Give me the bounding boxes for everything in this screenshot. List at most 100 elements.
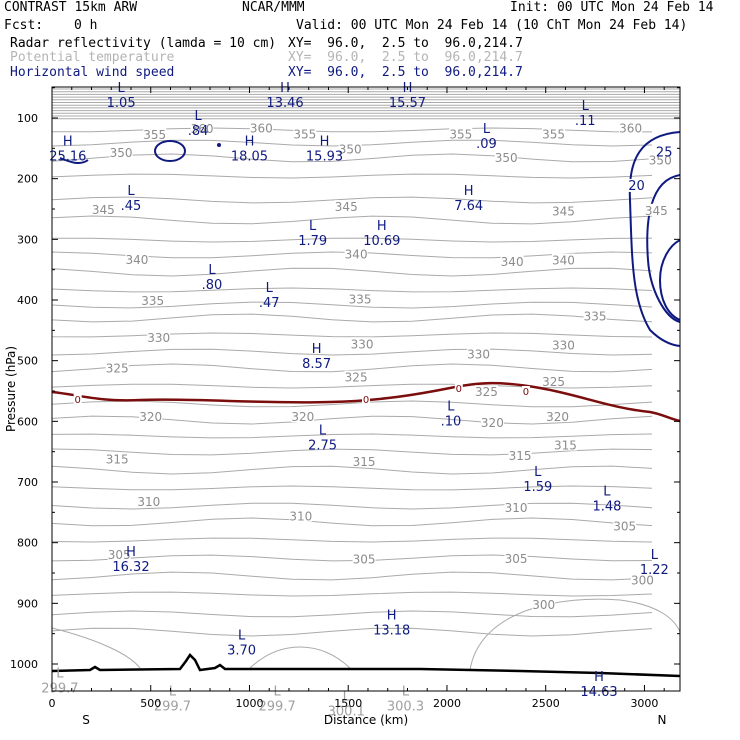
y-tick-label: 300	[17, 233, 38, 246]
theta-contour-dense	[52, 106, 680, 109]
theta-contour	[52, 448, 653, 456]
theta-label-bg	[542, 374, 566, 387]
field-2-name: Potential temperature	[10, 50, 175, 65]
theta-contour-dense	[52, 93, 680, 96]
zero-label: 0	[456, 384, 462, 395]
extremum-value: 3.70	[227, 644, 256, 659]
extremum-marker: H	[464, 184, 474, 199]
theta-label-bg	[467, 347, 491, 360]
wind-label-bg	[628, 178, 645, 192]
extremum-value: 300.3	[387, 700, 424, 715]
theta-label: 345	[552, 204, 575, 218]
y-tick-label: 900	[17, 597, 38, 610]
extremum-value: .10	[441, 414, 462, 429]
theta-contour	[52, 571, 653, 581]
theta-label: 315	[106, 453, 129, 467]
theta-label-bg	[105, 452, 129, 465]
x-tick-label: 500	[140, 697, 161, 710]
extremum-marker: H	[320, 134, 330, 149]
theta-label-bg	[291, 410, 315, 423]
extremum-marker: L	[534, 465, 542, 480]
theta-label: 345	[92, 203, 115, 217]
extremum-marker: L	[319, 424, 327, 439]
theta-label: 305	[108, 548, 131, 562]
theta-label: 320	[481, 416, 504, 430]
zero-label-bg	[521, 386, 530, 396]
theta-contour	[52, 433, 653, 439]
theta-label: 330	[467, 348, 490, 362]
theta-label: 335	[349, 292, 372, 306]
extremum-marker: L	[266, 281, 274, 296]
extremum-marker: L	[208, 263, 216, 278]
theta-label-bg	[494, 151, 518, 164]
y-tick-label: 800	[17, 537, 38, 550]
extremum-value: 299.7	[259, 700, 296, 715]
theta-label: 355	[293, 127, 316, 141]
x-tick-label: 3000	[630, 697, 658, 710]
model-title: CONTRAST 15km ARW	[4, 0, 138, 15]
wind-contour-inner	[646, 174, 680, 323]
theta-label-bg	[293, 127, 317, 140]
theta-label-bg	[504, 552, 528, 565]
extremum-value: 2.75	[308, 439, 337, 454]
theta-label-bg	[553, 438, 577, 451]
theta-label-bg	[109, 146, 133, 159]
theta-label-bg	[583, 309, 607, 322]
y-tick-label: 1000	[10, 658, 38, 671]
theta-label-bg	[348, 292, 372, 305]
theta-label: 350	[110, 146, 133, 160]
theta-contour	[52, 196, 653, 204]
theta-contour	[52, 173, 653, 179]
theta-label: 345	[645, 204, 668, 218]
extremum-marker: L	[343, 689, 351, 704]
wind-contour-cell	[154, 140, 186, 162]
theta-label-bg	[542, 127, 566, 140]
theta-label: 340	[345, 248, 368, 262]
theta-label: 350	[495, 151, 518, 165]
theta-label-bg	[630, 573, 654, 586]
theta-label: 345	[335, 200, 358, 214]
forecast-value: 0 h	[74, 18, 98, 33]
extremum-marker: L	[56, 666, 64, 681]
extremum-value: 7.64	[454, 199, 483, 214]
theta-contour-low	[52, 627, 141, 669]
theta-label-bg	[551, 204, 575, 217]
theta-contour	[52, 465, 653, 475]
x-tick-label: 0	[49, 697, 56, 710]
theta-label-bg	[551, 338, 575, 351]
theta-label-bg	[449, 127, 473, 140]
theta-label-bg	[500, 254, 524, 267]
theta-label: 355	[449, 127, 472, 141]
theta-label: 350	[649, 153, 672, 167]
extremum-marker: H	[245, 134, 255, 149]
extremum-marker: L	[127, 184, 135, 199]
plot-field-layer	[52, 88, 680, 678]
extremum-value: 299.7	[41, 681, 78, 696]
theta-label: 340	[501, 255, 524, 269]
zero-isotherm	[52, 381, 680, 423]
extremum-marker: L	[483, 122, 491, 137]
theta-contour-dense	[52, 115, 680, 117]
theta-contour-dense	[52, 96, 680, 99]
theta-contour-dense	[52, 98, 680, 101]
zero-label-bg	[73, 393, 82, 404]
theta-label-bg	[350, 337, 374, 350]
theta-label: 305	[505, 552, 528, 566]
theta-label-bg	[107, 547, 131, 560]
extremum-value: 15.93	[306, 149, 343, 164]
field-1-name: Radar reflectivity (lamda = 10 cm)	[10, 36, 277, 51]
theta-label-bg	[289, 509, 313, 522]
zero-label-bg	[362, 393, 370, 404]
field-3-xy: XY= 96.0, 2.5 to 96.0,214.7	[288, 65, 523, 80]
theta-contour-dense	[52, 101, 680, 104]
theta-contour	[52, 348, 653, 356]
extremum-value: 16.32	[112, 560, 149, 575]
theta-contour	[52, 251, 653, 259]
theta-contour-dense	[52, 88, 680, 90]
theta-label-bg	[137, 495, 161, 508]
extremum-value: .11	[575, 114, 596, 129]
theta-contour	[52, 383, 653, 389]
theta-contour-dense	[52, 112, 680, 115]
theta-contour	[52, 610, 653, 618]
